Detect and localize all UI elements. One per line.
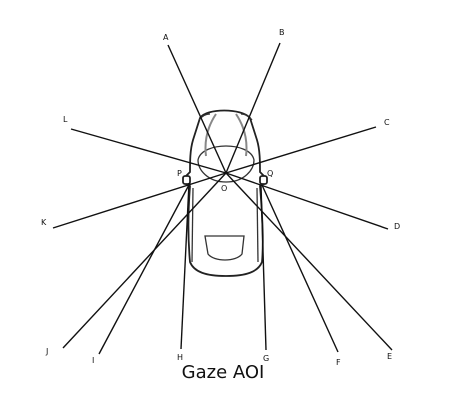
gaze-rays — [52, 42, 393, 355]
ray-label-d: D — [394, 222, 400, 231]
ray-c — [225, 126, 377, 174]
origin-label: O — [221, 184, 227, 193]
ray-i — [98, 182, 191, 355]
ray-label-c: C — [384, 118, 390, 127]
ray-a — [167, 44, 227, 174]
diagram-caption: Gaze AOI — [181, 362, 265, 383]
car-body — [185, 109, 265, 277]
ray-label-j: J — [45, 347, 48, 356]
ray-label-g: G — [263, 354, 269, 363]
car-rear-window — [204, 235, 245, 261]
side-label-p: P — [177, 169, 182, 178]
ray-g — [260, 184, 267, 351]
car-side-line-right — [256, 187, 259, 263]
ray-labels: A B C D E F G H I J K L — [41, 28, 400, 367]
side-label-q: Q — [267, 169, 273, 178]
car-hood-line-left — [204, 113, 217, 157]
car-mirror-right — [259, 175, 268, 185]
ray-k — [52, 172, 227, 229]
ray-label-b: B — [279, 28, 285, 37]
car-headlight-right — [240, 113, 253, 121]
car-windshield — [197, 145, 255, 183]
ray-f — [261, 184, 339, 353]
ray-b — [225, 42, 281, 174]
ray-j — [62, 172, 227, 349]
car-headlight-left — [198, 113, 211, 121]
car-side-line-left — [191, 187, 194, 263]
ray-e — [225, 172, 393, 351]
car-top-view — [182, 109, 268, 277]
ray-label-f: F — [336, 358, 341, 367]
ray-d — [225, 172, 389, 230]
ray-label-a: A — [163, 33, 169, 42]
car-hood-line-right — [235, 113, 248, 157]
ray-h — [180, 182, 190, 350]
ray-l — [70, 128, 227, 174]
ray-label-h: H — [177, 353, 183, 362]
ray-label-k: K — [41, 218, 47, 227]
ray-label-l: L — [63, 115, 68, 124]
ray-label-e: E — [387, 352, 392, 361]
car-mirror-left — [182, 175, 191, 185]
ray-label-i: I — [92, 356, 94, 365]
